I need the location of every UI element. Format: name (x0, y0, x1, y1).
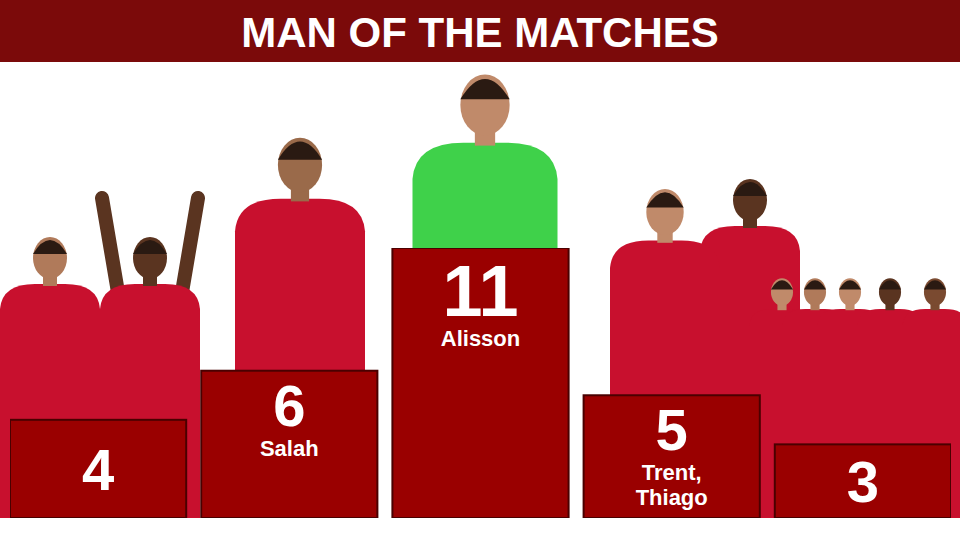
head (733, 179, 767, 221)
category-label: Salah (260, 436, 319, 461)
hair (804, 280, 826, 289)
head (924, 278, 946, 305)
hair (278, 142, 322, 160)
hair (924, 280, 946, 289)
head (133, 237, 167, 279)
hair (733, 182, 767, 196)
head (839, 278, 861, 305)
hair (646, 192, 683, 207)
value-label: 6 (273, 373, 305, 438)
head (879, 278, 901, 305)
head (460, 75, 509, 136)
hair (879, 280, 901, 289)
bars (10, 248, 951, 518)
hair (33, 240, 67, 254)
head (33, 237, 67, 279)
category-label: Trent,Thiago (636, 460, 708, 510)
head (804, 278, 826, 305)
bar (392, 248, 568, 518)
hair (133, 240, 167, 254)
value-label: 4 (82, 437, 114, 502)
head (646, 189, 683, 235)
hair (839, 280, 861, 289)
title: MAN OF THE MATCHES (241, 9, 719, 56)
bar (201, 371, 377, 518)
head (771, 278, 793, 305)
bar (584, 395, 760, 518)
chart-container: MAN OF THE MATCHES 4 6Salah 11Alisson 5Trent… (0, 0, 960, 540)
hair (460, 79, 509, 99)
head (278, 138, 322, 193)
bar (10, 420, 186, 518)
bar (775, 444, 951, 518)
category-label-line: Trent, (642, 460, 702, 485)
value-label: 5 (656, 397, 688, 462)
title-band (0, 0, 960, 62)
chart-svg: MAN OF THE MATCHES 4 6Salah 11Alisson 5Trent… (0, 0, 960, 540)
value-label: 3 (847, 449, 879, 514)
category-label-line: Thiago (636, 485, 708, 510)
page: {"chart_data": {"type": "bar", "title": … (0, 0, 960, 540)
hair (771, 280, 793, 289)
data-labels: 4 6Salah 11Alisson 5Trent,Thiago 3 (82, 251, 879, 514)
category-label: Alisson (441, 326, 520, 351)
player-figures (0, 75, 960, 518)
value-label: 11 (442, 251, 518, 331)
